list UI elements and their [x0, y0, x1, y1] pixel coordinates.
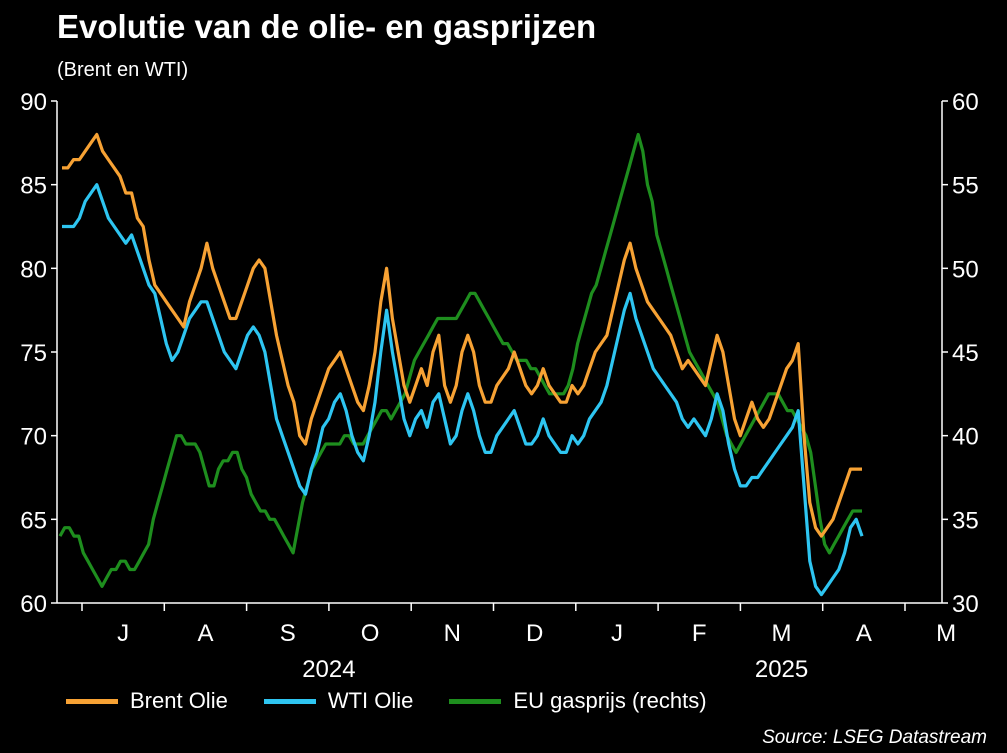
legend-swatch-wti — [263, 698, 316, 704]
year-label: 2025 — [755, 656, 808, 683]
y-tick-label-left: 75 — [20, 340, 47, 367]
x-tick-label: J — [117, 620, 129, 647]
x-tick-label: A — [856, 620, 872, 647]
x-tick-label: S — [280, 620, 296, 647]
series-line-wti — [62, 183, 864, 597]
chart-title: Evolutie van de olie- en gasprijzen — [57, 8, 597, 45]
x-tick-label: A — [197, 620, 213, 647]
x-tick-label: F — [692, 620, 707, 647]
legend: Brent Olie WTI Olie EU gasprijs (rechts) — [66, 688, 743, 714]
legend-label-wti: WTI Olie — [327, 688, 414, 713]
y-tick-label-right: 35 — [952, 507, 979, 534]
y-tick-label-right: 45 — [952, 340, 979, 367]
legend-swatch-brent — [66, 698, 118, 704]
y-tick-label-right: 30 — [952, 591, 979, 618]
y-tick-label-right: 55 — [952, 173, 979, 200]
source-note: Source: LSEG Datastream — [762, 727, 987, 748]
y-tick-label-left: 85 — [20, 173, 47, 200]
y-tick-label-right: 50 — [952, 256, 979, 283]
y-tick-label-left: 70 — [20, 424, 47, 451]
y-tick-label-left: 60 — [20, 591, 47, 618]
y-tick-label-left: 80 — [20, 256, 47, 283]
legend-item-brent: Brent Olie — [66, 688, 228, 714]
x-tick-label: N — [444, 620, 461, 647]
legend-label-gas: EU gasprijs (rechts) — [513, 688, 707, 713]
x-tick-label: J — [611, 620, 623, 647]
x-tick-label: M — [936, 620, 956, 647]
y-tick-label-right: 40 — [952, 424, 979, 451]
y-tick-label-left: 90 — [20, 89, 47, 116]
y-tick-label-left: 65 — [20, 507, 47, 534]
legend-item-wti: WTI Olie — [263, 688, 414, 714]
x-tick-label: M — [772, 620, 792, 647]
legend-label-brent: Brent Olie — [130, 688, 228, 713]
legend-item-gas: EU gasprijs (rechts) — [449, 688, 707, 714]
chart-subtitle: (Brent en WTI) — [57, 59, 189, 81]
x-tick-label: O — [361, 620, 380, 647]
year-label: 2024 — [302, 656, 355, 683]
legend-swatch-gas — [449, 698, 502, 704]
series-line-brent — [62, 132, 862, 538]
y-tick-label-right: 60 — [952, 89, 979, 116]
x-tick-label: D — [526, 620, 543, 647]
